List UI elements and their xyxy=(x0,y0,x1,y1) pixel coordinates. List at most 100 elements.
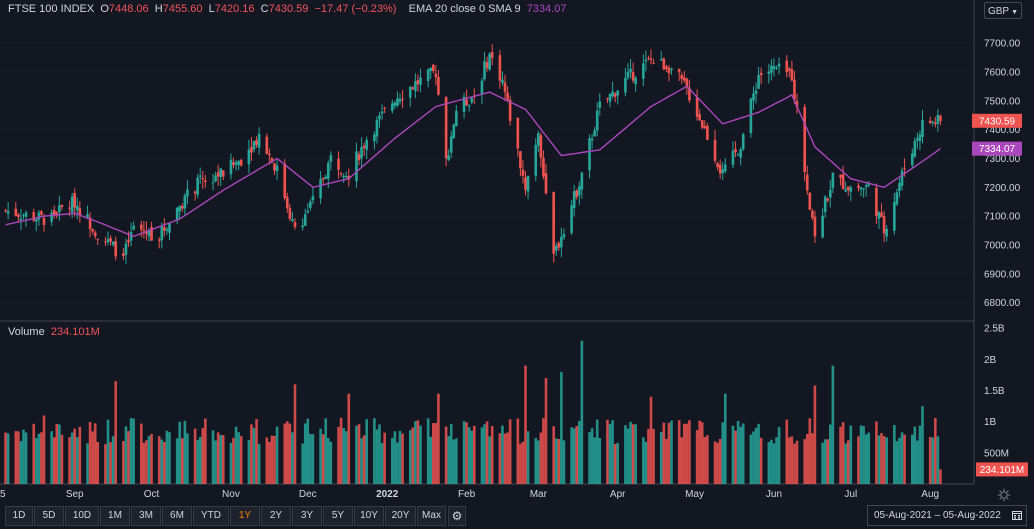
candle-body xyxy=(803,106,806,173)
volume-bar xyxy=(844,443,847,484)
timeframe-button-6m[interactable]: 6M xyxy=(162,506,192,526)
candle-body xyxy=(785,60,789,73)
candle xyxy=(401,89,404,109)
candle-body xyxy=(683,77,686,81)
volume-bar xyxy=(140,423,143,484)
volume-bar xyxy=(739,426,742,484)
volume-bar xyxy=(22,429,25,484)
volume-bar xyxy=(570,427,573,484)
candle xyxy=(204,174,207,188)
timeframe-button-10d[interactable]: 10D xyxy=(65,506,99,526)
currency-selector[interactable]: GBP ▼ xyxy=(984,2,1022,19)
candle xyxy=(111,241,115,247)
candle xyxy=(339,171,343,177)
timeframe-button-5d[interactable]: 5D xyxy=(34,506,64,526)
candle xyxy=(808,192,812,211)
candle-body xyxy=(198,175,202,177)
volume-bar xyxy=(524,365,527,484)
candle xyxy=(198,167,202,185)
candle xyxy=(52,205,56,219)
candle xyxy=(380,104,384,120)
volume-bar xyxy=(544,378,548,484)
candle-body xyxy=(595,110,599,131)
candle-body xyxy=(752,93,755,101)
candle xyxy=(831,172,835,194)
candle-body xyxy=(70,196,74,213)
volume-bar xyxy=(934,418,937,484)
candle-body xyxy=(380,111,384,114)
candle-body xyxy=(808,192,812,210)
candle xyxy=(275,160,279,180)
time-tick-label: Nov xyxy=(222,489,240,500)
candle-body xyxy=(900,170,904,186)
timeframe-button-3m[interactable]: 3M xyxy=(131,506,161,526)
candle xyxy=(268,148,271,165)
toolbar-gear-icon[interactable]: ⚙ xyxy=(448,506,466,526)
candle-body xyxy=(303,214,307,226)
candle xyxy=(365,136,369,160)
volume-bar xyxy=(416,420,420,484)
candle-body xyxy=(788,68,791,71)
timeframe-button-1m[interactable]: 1M xyxy=(100,506,130,526)
volume-bar xyxy=(124,426,128,484)
candle xyxy=(175,206,179,225)
candle xyxy=(631,62,635,84)
candle xyxy=(86,205,89,220)
timeframe-button-1y[interactable]: 1Y xyxy=(230,506,260,526)
volume-bar xyxy=(590,428,594,484)
timeframe-button-3y[interactable]: 3Y xyxy=(292,506,322,526)
volume-bar xyxy=(86,443,89,484)
timeframe-button-1d[interactable]: 1D xyxy=(5,506,33,526)
volume-bar xyxy=(34,437,38,484)
timeframe-button-5y[interactable]: 5Y xyxy=(323,506,353,526)
candle xyxy=(437,70,440,96)
candle-body xyxy=(19,218,23,221)
timeframe-button-2y[interactable]: 2Y xyxy=(261,506,291,526)
volume-bar xyxy=(572,428,576,484)
timeframe-button-ytd[interactable]: YTD xyxy=(193,506,229,526)
volume-bar xyxy=(688,420,691,484)
close-value: 7430.59 xyxy=(268,3,309,15)
candle xyxy=(6,201,10,220)
date-end: 05-Aug-2022 xyxy=(942,510,1001,521)
volume-bar xyxy=(831,365,835,484)
candle-body xyxy=(362,145,366,148)
candle-body xyxy=(145,231,148,234)
candle xyxy=(913,137,917,158)
candle-body xyxy=(414,81,417,92)
candle-body xyxy=(862,188,865,190)
volume-bar xyxy=(700,422,704,484)
candle xyxy=(795,93,799,114)
timeframe-button-10y[interactable]: 10Y xyxy=(354,506,384,526)
volume-bar xyxy=(490,425,494,484)
candle-body xyxy=(157,239,161,241)
candle-body xyxy=(770,65,773,73)
timeframe-button-20y[interactable]: 20Y xyxy=(385,506,416,526)
volume-tick-label: 1.5B xyxy=(984,386,1005,397)
candle-body xyxy=(665,66,668,70)
candle xyxy=(232,157,235,169)
volume-bar xyxy=(793,443,796,484)
open-label: O xyxy=(100,3,109,15)
date-range-picker[interactable]: 05-Aug-2021 – 05-Aug-2022 xyxy=(867,505,1027,526)
candle-body xyxy=(542,157,545,177)
candle xyxy=(575,189,579,200)
candle-body xyxy=(360,146,363,159)
candle-body xyxy=(898,183,901,192)
candle xyxy=(844,181,847,193)
candle xyxy=(916,132,919,149)
calendar-icon[interactable] xyxy=(1012,510,1022,520)
volume-bar xyxy=(180,438,184,484)
candle xyxy=(416,74,420,92)
timeframe-button-max[interactable]: Max xyxy=(417,506,446,526)
chart-settings-icon[interactable] xyxy=(997,488,1011,502)
candle-body xyxy=(849,187,853,192)
volume-bars-group xyxy=(4,340,942,484)
candle-body xyxy=(916,138,919,141)
candle-body xyxy=(490,52,494,58)
candle xyxy=(22,213,25,220)
candle-body xyxy=(611,91,614,97)
candle-body xyxy=(649,58,653,60)
candle xyxy=(311,187,315,205)
candle-body xyxy=(790,69,794,81)
